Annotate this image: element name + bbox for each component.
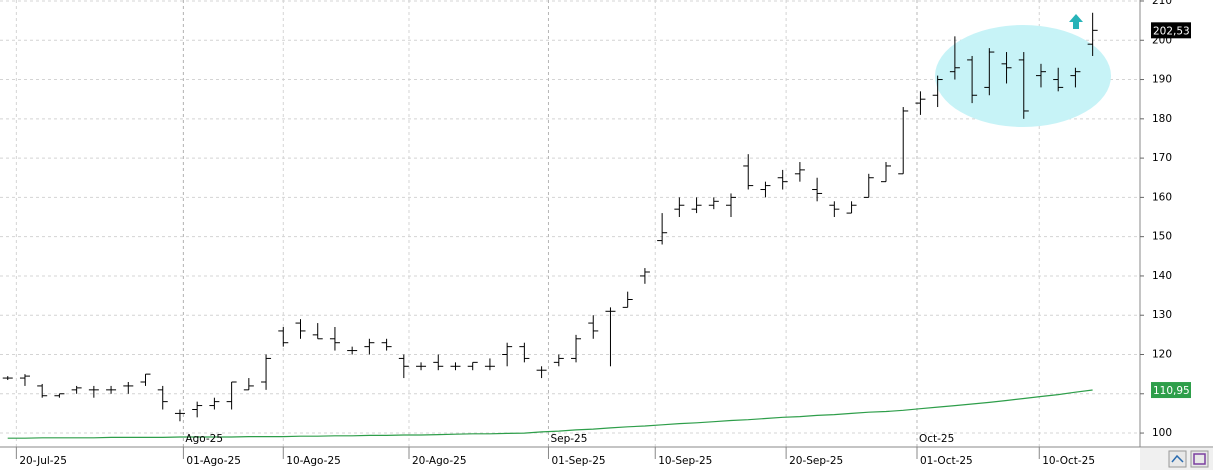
y-tick-label: 160 [1152, 191, 1172, 203]
ma-label-box [1151, 382, 1191, 399]
x-tick-label: 01-Sep-25 [551, 455, 605, 467]
y-tick-label: 130 [1152, 309, 1172, 321]
x-tick-label: 10-Ago-25 [286, 455, 341, 467]
ma-label: 110,95 [1153, 385, 1190, 397]
month-label: Ago-25 [185, 433, 223, 445]
month-label: Sep-25 [550, 433, 587, 445]
last-price-label: 202,53 [1153, 25, 1190, 37]
x-tick-label: 10-Oct-25 [1042, 455, 1095, 467]
y-tick-label: 190 [1152, 74, 1172, 86]
month-label: Oct-25 [919, 433, 954, 445]
x-tick-label: 20-Ago-25 [412, 455, 467, 467]
y-tick-label: 100 [1152, 427, 1172, 439]
scale-icon [1171, 454, 1184, 463]
x-tick-label: 01-Oct-25 [920, 455, 973, 467]
y-tick-label: 210 [1152, 0, 1172, 7]
y-tick-label: 180 [1152, 113, 1172, 125]
plot [2, 12, 1098, 439]
y-tick-label: 140 [1152, 270, 1172, 282]
save-icon [1193, 453, 1206, 465]
y-tick-label: 170 [1152, 152, 1172, 164]
save-button[interactable] [1190, 450, 1209, 468]
y-tick-label: 120 [1152, 348, 1172, 360]
last-price-label-box [1151, 22, 1191, 39]
up-arrow [1069, 14, 1083, 29]
x-tick-label: 20-Sep-25 [789, 455, 843, 467]
highlight-ellipse [935, 25, 1111, 127]
scale-button[interactable] [1168, 450, 1187, 468]
moving-average [7, 389, 1093, 439]
grid [0, 0, 1140, 447]
y-tick-label: 150 [1152, 231, 1172, 243]
x-tick-label: 01-Ago-25 [186, 455, 241, 467]
x-tick-label: 10-Sep-25 [658, 455, 712, 467]
x-tick-label: 20-Jul-25 [19, 455, 67, 467]
